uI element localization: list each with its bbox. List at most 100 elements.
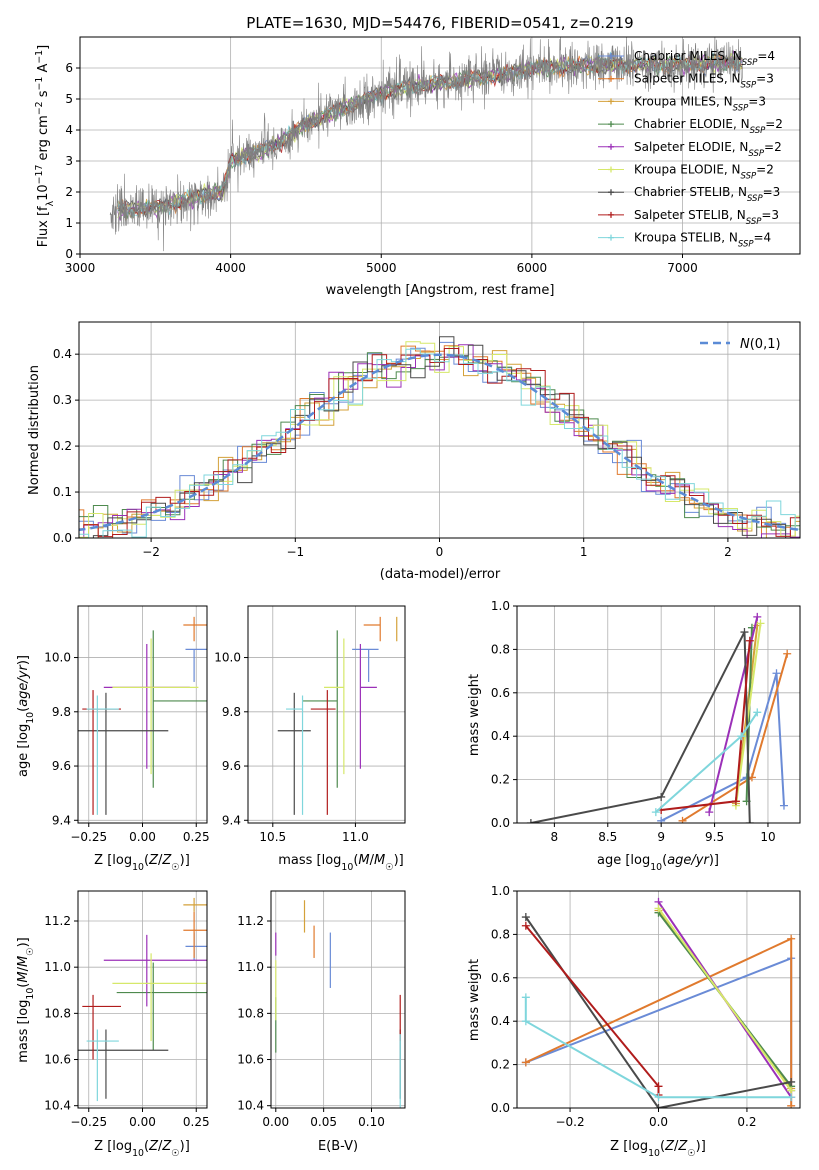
age-vs-mass-frame — [247, 605, 406, 824]
mass-vs-ebv-xlabel: E(B-V) — [318, 1139, 358, 1154]
weight-vs-age-marker-4-1 — [753, 612, 762, 621]
legend-marker-5 — [608, 166, 614, 173]
weight-vs-z-marker-8-3 — [787, 1093, 796, 1102]
mass-vs-z-xtick-label-1: 0.00 — [129, 1115, 156, 1129]
residuals-xtick-label-2: 0 — [436, 545, 444, 559]
legend-label-7: Salpeter STELIB, NSSP=3 — [634, 208, 779, 227]
legend-label-8: Kroupa STELIB, NSSP=4 — [634, 231, 771, 250]
mass-vs-z-xtick-label-2: 0.25 — [183, 1115, 210, 1129]
weight-vs-z-marker-5-0 — [654, 904, 663, 913]
weight-vs-z-line-5 — [657, 907, 793, 1092]
legend-marker-4 — [608, 143, 614, 150]
spectrum-xtick-label-1: 4000 — [215, 261, 246, 275]
weight-vs-age-marker-6-2 — [740, 628, 749, 637]
weight-vs-age-plot-area — [526, 612, 792, 823]
age-vs-z-ylabel: age [log10(age/yr)] — [16, 655, 36, 777]
weight-vs-z-marker-8-1 — [521, 1017, 530, 1026]
mass-vs-ebv-grid — [271, 891, 405, 1108]
legend-marker-7 — [608, 211, 614, 218]
legend-label-4: Salpeter ELODIE, NSSP=2 — [634, 140, 782, 159]
age-vs-mass-ytick-label-0: 9.4 — [222, 813, 241, 827]
weight-vs-age-marker-6-1 — [657, 792, 666, 801]
age-vs-mass-ytick-label-1: 9.6 — [222, 759, 241, 773]
weight-vs-age-marker-8-0 — [651, 808, 660, 817]
weight-vs-age-marker-0-0 — [657, 816, 666, 823]
weight-vs-z-marker-6-1 — [654, 1104, 663, 1108]
age-vs-z-xtick-label-2: 0.25 — [183, 830, 210, 844]
weight-vs-z-ytick-label-5: 1.0 — [491, 884, 510, 898]
mass-vs-ebv-xtick-label-0: 0.00 — [262, 1115, 289, 1129]
legend-marker-8 — [608, 234, 614, 241]
weight-vs-z-ytick-label-0: 0.0 — [491, 1101, 510, 1115]
residuals-ytick-label-2: 0.2 — [53, 439, 72, 453]
weight-vs-z-ylabel: mass weight — [467, 959, 482, 1041]
mass-vs-ebv-axes: 0.00 0.05 0.10 10.4 10.6 10.8 11.0 11.2 — [237, 890, 406, 1129]
spectrum-ylabel: Flux [fλ10−17 erg cm−2 s−1 A−1] — [34, 45, 56, 247]
spectrum-legend: Chabrier MILES, NSSP=4 Salpeter MILES, NS… — [598, 49, 783, 250]
mass-vs-ebv-frame — [270, 890, 406, 1109]
weight-vs-age-line-0 — [660, 673, 785, 822]
residuals-ylabel: Normed distribution — [27, 365, 42, 495]
residuals-ytick-label-0: 0.0 — [53, 531, 72, 545]
residuals-xtick-label-0: −2 — [142, 545, 160, 559]
mass-vs-z-ytick-label-0: 10.4 — [44, 1099, 71, 1113]
spectrum-frame — [79, 36, 801, 255]
legend-label-3: Chabrier ELODIE, NSSP=2 — [634, 117, 783, 136]
legend-marker-6 — [608, 189, 614, 196]
spectrum-title: PLATE=1630, MJD=54476, FIBERID=0541, z=0… — [246, 14, 633, 32]
weight-vs-age-xlabel: age [log10(age/yr)] — [597, 853, 719, 873]
mass-vs-z-ylabel: mass [log10(M/M☉)] — [16, 937, 36, 1063]
weight-vs-z-xlabel: Z [log10(Z/Z☉)] — [610, 1139, 706, 1159]
age-vs-z-xlabel: Z [log10(Z/Z☉)] — [94, 853, 190, 873]
data-spectrum — [109, 37, 743, 252]
spectrum-ytick-label-6: 6 — [65, 61, 73, 75]
residuals-plot-area — [79, 336, 800, 538]
weight-vs-z-ytick-label-3: 0.6 — [491, 971, 510, 985]
weight-vs-age-xtick-label-3: 9.5 — [705, 830, 724, 844]
age-vs-z-ytick-label-2: 9.8 — [52, 705, 71, 719]
residuals-xtick-label-3: 1 — [580, 545, 588, 559]
spectrum-ytick-label-3: 3 — [65, 154, 73, 168]
weight-vs-z-line-8 — [524, 997, 792, 1099]
age-vs-mass-plot-area — [277, 616, 398, 815]
age-vs-z-plot-area — [78, 616, 207, 815]
weight-vs-age-ytick-label-1: 0.2 — [491, 773, 510, 787]
weight-vs-age-xtick-label-2: 9 — [657, 830, 665, 844]
weight-vs-age-marker-5-1 — [756, 619, 765, 628]
age-vs-mass-ytick-label-2: 9.8 — [222, 705, 241, 719]
weight-vs-age-marker-7-1 — [731, 797, 740, 806]
mass-vs-ebv-plot-area — [275, 900, 401, 1108]
legend-label-2: Kroupa MILES, NSSP=3 — [634, 94, 766, 113]
legend-marker-0 — [608, 53, 614, 59]
mass-vs-z-ytick-label-4: 11.2 — [44, 914, 71, 928]
residuals-xtick-label-1: −1 — [286, 545, 304, 559]
weight-vs-age-ytick-label-0: 0.0 — [491, 816, 510, 830]
weight-vs-z-marker-8-0 — [521, 993, 530, 1002]
weight-vs-age-ylabel: mass weight — [467, 674, 482, 756]
spectrum-plot-area — [109, 37, 743, 252]
mass-vs-ebv-ytick-label-0: 10.4 — [237, 1099, 264, 1113]
mass-vs-z-xtick-label-0: −0.25 — [70, 1115, 107, 1129]
weight-vs-z-xtick-label-0: −0.2 — [555, 1115, 584, 1129]
weight-vs-z-marker-1-0 — [521, 1058, 530, 1067]
residuals-legend: N(0,1) — [700, 337, 781, 352]
age-vs-z-axes: −0.25 0.00 0.25 9.4 9.6 9.8 10.0 — [44, 605, 210, 844]
residuals-xtick-label-4: 2 — [724, 545, 732, 559]
weight-vs-age-marker-7-2 — [745, 636, 754, 645]
weight-vs-age-marker-1-2 — [783, 649, 792, 658]
legend-label-1: Salpeter MILES, NSSP=3 — [634, 72, 774, 91]
age-vs-mass-axes: 10.5 11.0 9.4 9.6 9.8 10.0 — [214, 605, 406, 844]
mass-vs-z-ytick-label-2: 10.8 — [44, 1006, 71, 1020]
weight-vs-z-plot-area — [521, 897, 796, 1108]
weight-vs-z-marker-6-2 — [787, 1077, 796, 1086]
weight-vs-age-marker-8-2 — [753, 708, 762, 717]
weight-vs-z-xtick-label-1: 0.0 — [649, 1115, 668, 1129]
legend-gaussian-label: N(0,1) — [740, 337, 781, 352]
residuals-ytick-label-1: 0.1 — [53, 485, 72, 499]
age-vs-mass-grid — [248, 606, 405, 823]
spectrum-axes: 3000 4000 5000 6000 7000 0 1 2 3 4 5 6 — [65, 36, 801, 275]
spectrum-ytick-label-0: 0 — [65, 247, 73, 261]
age-vs-z-grid — [78, 606, 207, 823]
spectrum-ytick-label-1: 1 — [65, 216, 73, 230]
